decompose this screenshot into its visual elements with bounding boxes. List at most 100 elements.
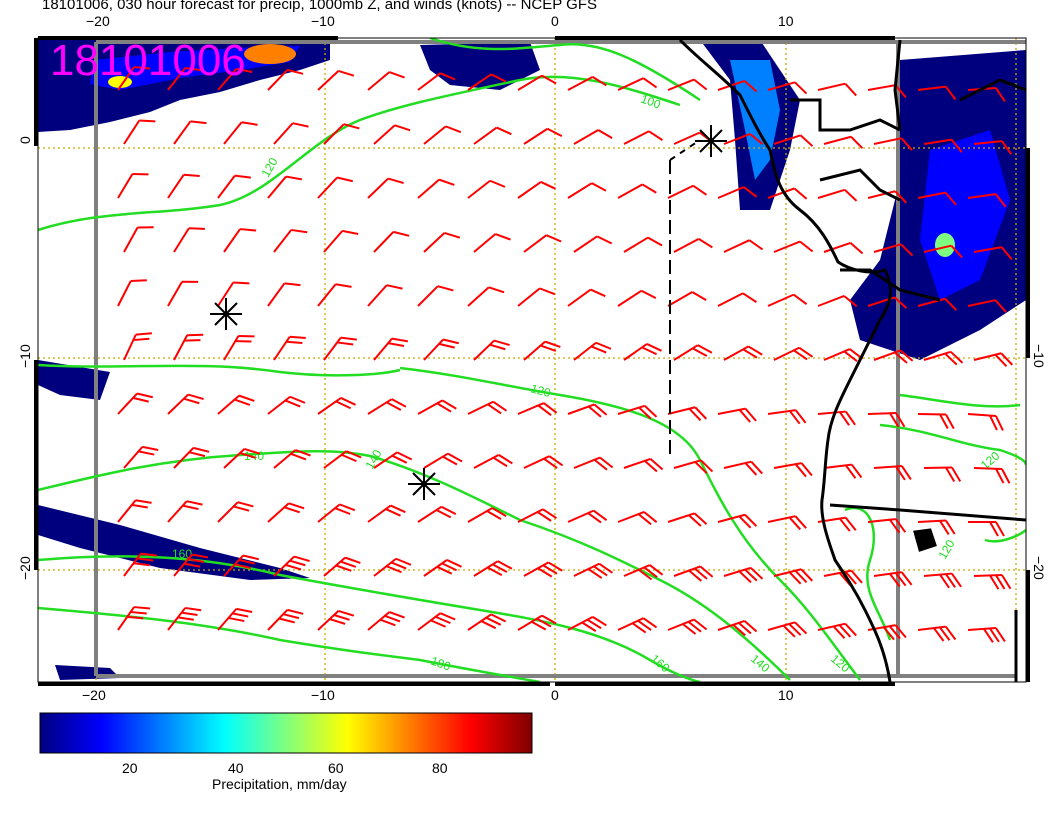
wind-barb: [617, 404, 658, 420]
wind-barb: [723, 133, 764, 145]
wind-barb: [373, 124, 411, 145]
wind-barb: [923, 572, 962, 589]
wind-barb: [117, 279, 147, 307]
colorbar-tick-40: 40: [228, 760, 244, 776]
wind-barb: [173, 333, 204, 361]
wind-barb: [223, 121, 258, 145]
wind-barb: [123, 226, 154, 253]
wind-barb: [567, 615, 607, 632]
wind-barb: [923, 138, 963, 153]
wind-barb: [123, 332, 152, 361]
wind-barb: [173, 446, 210, 469]
wind-barb: [123, 552, 157, 577]
contour-label-100: 100: [639, 92, 663, 112]
top-lon-label-minus10: −10: [311, 13, 335, 29]
wind-barb: [967, 193, 1007, 208]
wind-barb: [817, 82, 857, 97]
wind-barb: [367, 504, 406, 523]
wind-barb: [373, 557, 412, 577]
wind-barb: [167, 393, 204, 415]
top-lon-label-minus20: −20: [86, 13, 110, 29]
wind-barb: [917, 413, 955, 430]
wind-barb: [823, 463, 863, 479]
wind-barb: [523, 561, 563, 578]
wind-barb: [567, 403, 608, 418]
wind-barb: [667, 291, 707, 307]
wind-barb: [973, 246, 1013, 261]
wind-barb: [867, 518, 907, 534]
wind-barb: [167, 66, 202, 91]
wind-barb: [817, 410, 856, 426]
star-marker-1: [210, 298, 242, 330]
wind-barb: [817, 188, 858, 202]
wind-barb: [717, 513, 758, 529]
wind-barb: [867, 190, 908, 204]
wind-barb: [667, 618, 708, 635]
wind-barb: [217, 281, 250, 307]
star-markers: [210, 125, 727, 500]
wind-barb: [223, 334, 255, 361]
colorbar-tick-60: 60: [328, 760, 344, 776]
wind-barb: [517, 614, 557, 631]
wind-barb: [573, 129, 613, 145]
wind-barb: [773, 568, 814, 585]
wind-barb: [223, 554, 260, 577]
wind-barb: [717, 292, 757, 307]
wind-barb: [173, 120, 207, 145]
wind-barb: [417, 178, 455, 199]
wind-barb: [773, 346, 814, 361]
wind-barb: [767, 187, 808, 200]
wind-barb: [873, 243, 914, 257]
wind-barb: [817, 295, 858, 307]
wind-barb: [173, 227, 205, 253]
wind-barb: [968, 521, 1005, 537]
wind-barb: [917, 297, 958, 311]
colorbar-label: Precipitation, mm/day: [212, 776, 347, 792]
precipitation-layer: [38, 40, 1026, 680]
wind-barb: [123, 119, 156, 145]
wind-barb: [523, 234, 562, 253]
inner-domain-frame: [94, 40, 1026, 678]
wind-barb: [673, 459, 714, 474]
wind-barb: [467, 73, 507, 91]
precip-patch-congo-core: [920, 130, 1010, 300]
wind-barb: [773, 134, 814, 147]
wind-barb: [767, 293, 808, 307]
wind-barb: [917, 85, 957, 101]
wind-barb: [167, 500, 203, 523]
map-frame: [37, 37, 1027, 683]
wind-barb: [123, 445, 159, 469]
wind-barb: [873, 137, 913, 151]
contour-label-120e: 120: [935, 537, 957, 562]
wind-barb: [973, 140, 1013, 155]
wind-barb: [167, 606, 202, 631]
wind-barb: [323, 450, 362, 469]
border-4: [829, 503, 1026, 522]
border-6: [959, 78, 1026, 102]
contour-label-140b: 140: [362, 447, 384, 472]
wind-barb: [617, 511, 658, 526]
wind-barb: [823, 241, 864, 255]
wind-barb: [617, 183, 657, 199]
wind-barb: [467, 179, 506, 199]
wind-barb: [423, 231, 461, 253]
contour-coast-4: [984, 529, 1026, 543]
wind-barb: [473, 339, 510, 361]
top-lon-label-0: 0: [551, 13, 559, 29]
wind-barb: [523, 455, 564, 469]
wind-barb: [973, 352, 1014, 368]
wind-barb: [417, 72, 456, 91]
wind-barb: [917, 625, 957, 642]
wind-barb: [367, 177, 404, 199]
wind-barb: [117, 499, 152, 523]
contour-160: [38, 555, 701, 682]
star-marker-2: [408, 468, 440, 500]
wind-barb: [273, 555, 310, 577]
colorbar: [39, 712, 533, 754]
left-lat-label-0: 0: [17, 136, 33, 144]
right-lat-label-minus20: −20: [1031, 556, 1047, 580]
wind-barb: [423, 125, 462, 145]
star-marker-3: [695, 125, 727, 157]
wind-barb: [173, 553, 209, 577]
